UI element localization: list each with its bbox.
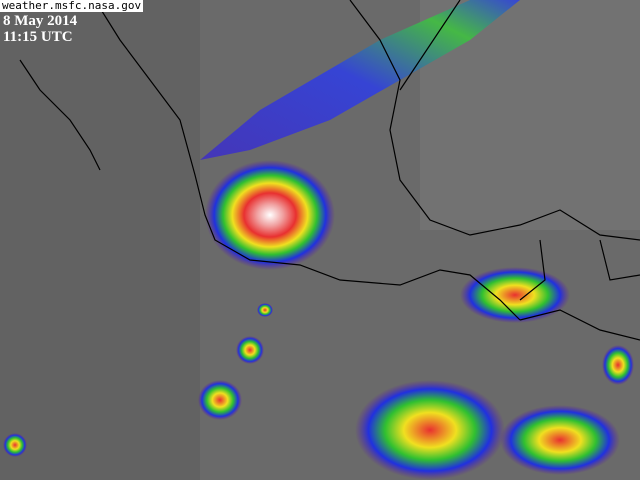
coastlines [19,0,640,341]
storm-cell [198,380,242,420]
storm-cell [460,267,570,323]
storm-cell [257,303,273,317]
storm-cell [3,433,27,457]
date-label: 8 May 2014 [3,13,78,29]
jet-stream-cloud-band [200,0,520,160]
storm-system [205,160,335,270]
storm-cell [500,405,620,475]
timestamp: 8 May 2014 11:15 UTC [3,13,77,45]
storm-cell [355,380,505,480]
time-label: 11:15 UTC [3,29,73,45]
source-credit: weather.msfc.nasa.gov [0,0,144,12]
storm-cell [236,336,264,364]
storm-cell [602,345,634,385]
